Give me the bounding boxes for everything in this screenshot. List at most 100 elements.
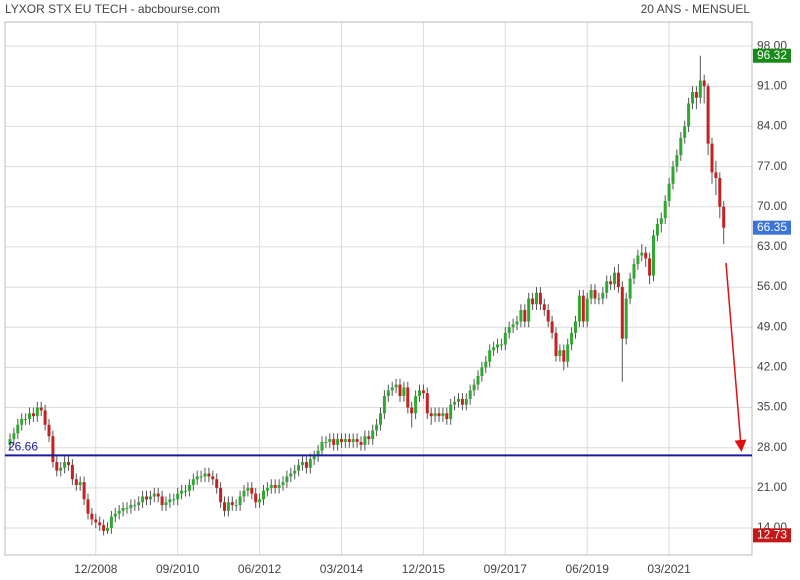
candle-body bbox=[538, 292, 542, 305]
candle-body bbox=[484, 361, 488, 368]
candle-body bbox=[714, 172, 718, 179]
candle-body bbox=[31, 413, 35, 417]
candle-body bbox=[624, 298, 628, 339]
candle-body bbox=[535, 292, 538, 305]
candle-body bbox=[12, 433, 16, 440]
candle-body bbox=[480, 367, 484, 376]
candle-body bbox=[429, 413, 433, 417]
candle-body bbox=[706, 86, 710, 144]
price-marker bbox=[753, 220, 791, 235]
candle-body bbox=[519, 310, 523, 322]
candle-body bbox=[320, 441, 324, 451]
candle-body bbox=[581, 295, 585, 322]
candle-body bbox=[226, 502, 230, 511]
candle-body bbox=[523, 310, 527, 322]
candle-body bbox=[433, 413, 437, 417]
candle-body bbox=[644, 252, 648, 259]
candle-body bbox=[449, 404, 453, 420]
candle-body bbox=[574, 321, 577, 333]
candle-body bbox=[655, 223, 659, 236]
candle-body bbox=[121, 507, 125, 511]
plot-frame bbox=[4, 21, 753, 556]
candle-body bbox=[250, 487, 254, 494]
candle-body bbox=[562, 350, 566, 362]
candle-body bbox=[242, 490, 246, 497]
candle-body bbox=[425, 393, 429, 414]
candle-body bbox=[168, 499, 172, 503]
candle-body bbox=[304, 462, 308, 468]
price-marker bbox=[753, 48, 791, 63]
candle-body bbox=[472, 384, 476, 391]
candle-body bbox=[39, 407, 43, 411]
candle-body bbox=[585, 298, 589, 322]
candle-body bbox=[648, 258, 652, 276]
candle-body bbox=[410, 407, 414, 414]
candle-body bbox=[28, 413, 31, 420]
candle-body bbox=[492, 347, 496, 351]
candle-body bbox=[659, 218, 663, 224]
candle-body bbox=[402, 387, 406, 397]
y-tick-label: 77.00 bbox=[757, 159, 787, 173]
candle-body bbox=[211, 476, 215, 480]
candle-body bbox=[632, 264, 636, 279]
candle-body bbox=[316, 450, 320, 457]
candle-body bbox=[546, 310, 550, 322]
candle-body bbox=[593, 289, 597, 299]
candle-body bbox=[550, 321, 554, 333]
candle-body bbox=[691, 91, 694, 104]
candle-body bbox=[554, 332, 558, 356]
candle-body bbox=[293, 470, 297, 474]
candle-body bbox=[63, 462, 67, 468]
candle-body bbox=[109, 516, 113, 529]
candle-body bbox=[187, 485, 191, 491]
candle-body bbox=[106, 528, 109, 531]
price-marker bbox=[753, 528, 791, 543]
candle-body bbox=[74, 479, 78, 486]
candle-body bbox=[20, 419, 24, 425]
candle-body bbox=[125, 507, 129, 509]
candle-body bbox=[269, 485, 273, 488]
x-tick-label: 06/2012 bbox=[238, 562, 282, 576]
candle-body bbox=[297, 464, 301, 471]
x-tick-label: 03/2021 bbox=[647, 562, 691, 576]
candle-body bbox=[219, 487, 223, 503]
candle-body bbox=[324, 441, 328, 443]
candle-body bbox=[394, 384, 398, 388]
candle-body bbox=[710, 143, 714, 173]
candle-body bbox=[476, 375, 480, 385]
candle-body bbox=[628, 278, 632, 299]
candle-body bbox=[453, 401, 457, 405]
candle-body bbox=[620, 287, 624, 339]
candle-body bbox=[375, 424, 379, 431]
candle-body bbox=[24, 419, 28, 421]
candle-body bbox=[663, 201, 667, 219]
candle-body bbox=[328, 439, 332, 442]
candle-body bbox=[718, 178, 722, 207]
candle-body bbox=[457, 398, 460, 402]
candle-body bbox=[164, 502, 168, 506]
candle-body bbox=[503, 332, 507, 345]
candle-body bbox=[191, 479, 195, 486]
candle-body bbox=[301, 462, 304, 465]
candle-body bbox=[511, 324, 515, 328]
candle-body bbox=[570, 332, 574, 345]
candle-body bbox=[90, 513, 94, 520]
candle-body bbox=[215, 479, 219, 488]
candle-body bbox=[312, 456, 316, 460]
candle-body bbox=[234, 505, 238, 507]
candle-body bbox=[382, 396, 386, 414]
candle-body bbox=[702, 80, 706, 87]
candle-body bbox=[698, 80, 702, 98]
candle-body bbox=[70, 464, 74, 480]
candle-body bbox=[507, 327, 511, 333]
candle-body bbox=[207, 473, 211, 477]
candle-body bbox=[148, 496, 152, 500]
candle-body bbox=[59, 467, 63, 471]
candle-body bbox=[694, 91, 698, 98]
candle-body bbox=[531, 298, 535, 305]
candle-body bbox=[195, 476, 199, 480]
candle-body bbox=[47, 424, 51, 437]
y-tick-label: 84.00 bbox=[757, 119, 787, 133]
price-marker-label: 12.73 bbox=[757, 527, 787, 541]
